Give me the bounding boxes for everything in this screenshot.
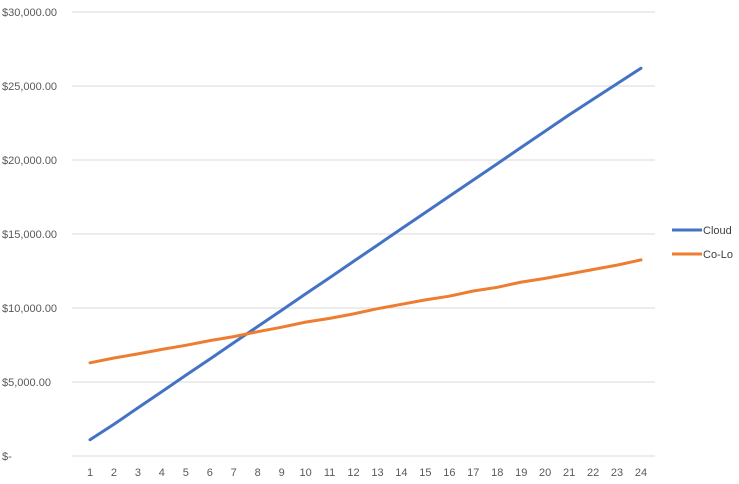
x-tick-label: 15 xyxy=(419,467,431,479)
y-axis-tick-labels: $- $5,000.00 $10,000.00 $15,000.00 $20,000.0… xyxy=(2,7,57,463)
x-tick-label: 1 xyxy=(87,467,93,479)
x-tick-label: 13 xyxy=(371,467,383,479)
x-tick-label: 7 xyxy=(231,467,237,479)
y-tick-label: $15,000.00 xyxy=(2,229,57,241)
x-tick-label: 24 xyxy=(635,467,647,479)
y-tick-label: $20,000.00 xyxy=(2,155,57,167)
y-tick-label: $25,000.00 xyxy=(2,81,57,93)
y-tick-label: $- xyxy=(2,451,12,463)
x-tick-label: 20 xyxy=(539,467,551,479)
series-line-cloud xyxy=(88,66,643,442)
x-axis-tick-labels: 1 2 3 4 5 6 7 8 9 10 11 12 13 14 15 16 17 18 19 20 21 22 23 24 xyxy=(87,467,647,479)
x-tick-label: 10 xyxy=(299,467,311,479)
legend-label: Cloud xyxy=(703,225,732,237)
x-tick-label: 9 xyxy=(279,467,285,479)
x-tick-label: 4 xyxy=(159,467,165,479)
x-tick-label: 2 xyxy=(111,467,117,479)
gridlines xyxy=(72,11,655,457)
y-tick-label: $5,000.00 xyxy=(2,377,51,389)
y-tick-label: $30,000.00 xyxy=(2,7,57,19)
x-tick-label: 14 xyxy=(395,467,407,479)
legend: Cloud Co-Lo xyxy=(672,225,733,261)
legend-label: Co-Lo xyxy=(703,249,733,261)
x-tick-label: 5 xyxy=(183,467,189,479)
series-lines xyxy=(88,66,643,442)
x-tick-label: 22 xyxy=(587,467,599,479)
x-tick-label: 17 xyxy=(467,467,479,479)
x-tick-label: 23 xyxy=(611,467,623,479)
x-tick-label: 8 xyxy=(255,467,261,479)
x-tick-label: 12 xyxy=(347,467,359,479)
y-tick-label: $10,000.00 xyxy=(2,303,57,315)
x-tick-label: 18 xyxy=(491,467,503,479)
x-tick-label: 11 xyxy=(324,467,335,479)
x-tick-label: 3 xyxy=(135,467,141,479)
series-line-co-lo xyxy=(88,258,643,365)
x-tick-label: 16 xyxy=(443,467,455,479)
x-tick-label: 19 xyxy=(515,467,527,479)
x-tick-label: 6 xyxy=(207,467,213,479)
x-tick-label: 21 xyxy=(563,467,575,479)
